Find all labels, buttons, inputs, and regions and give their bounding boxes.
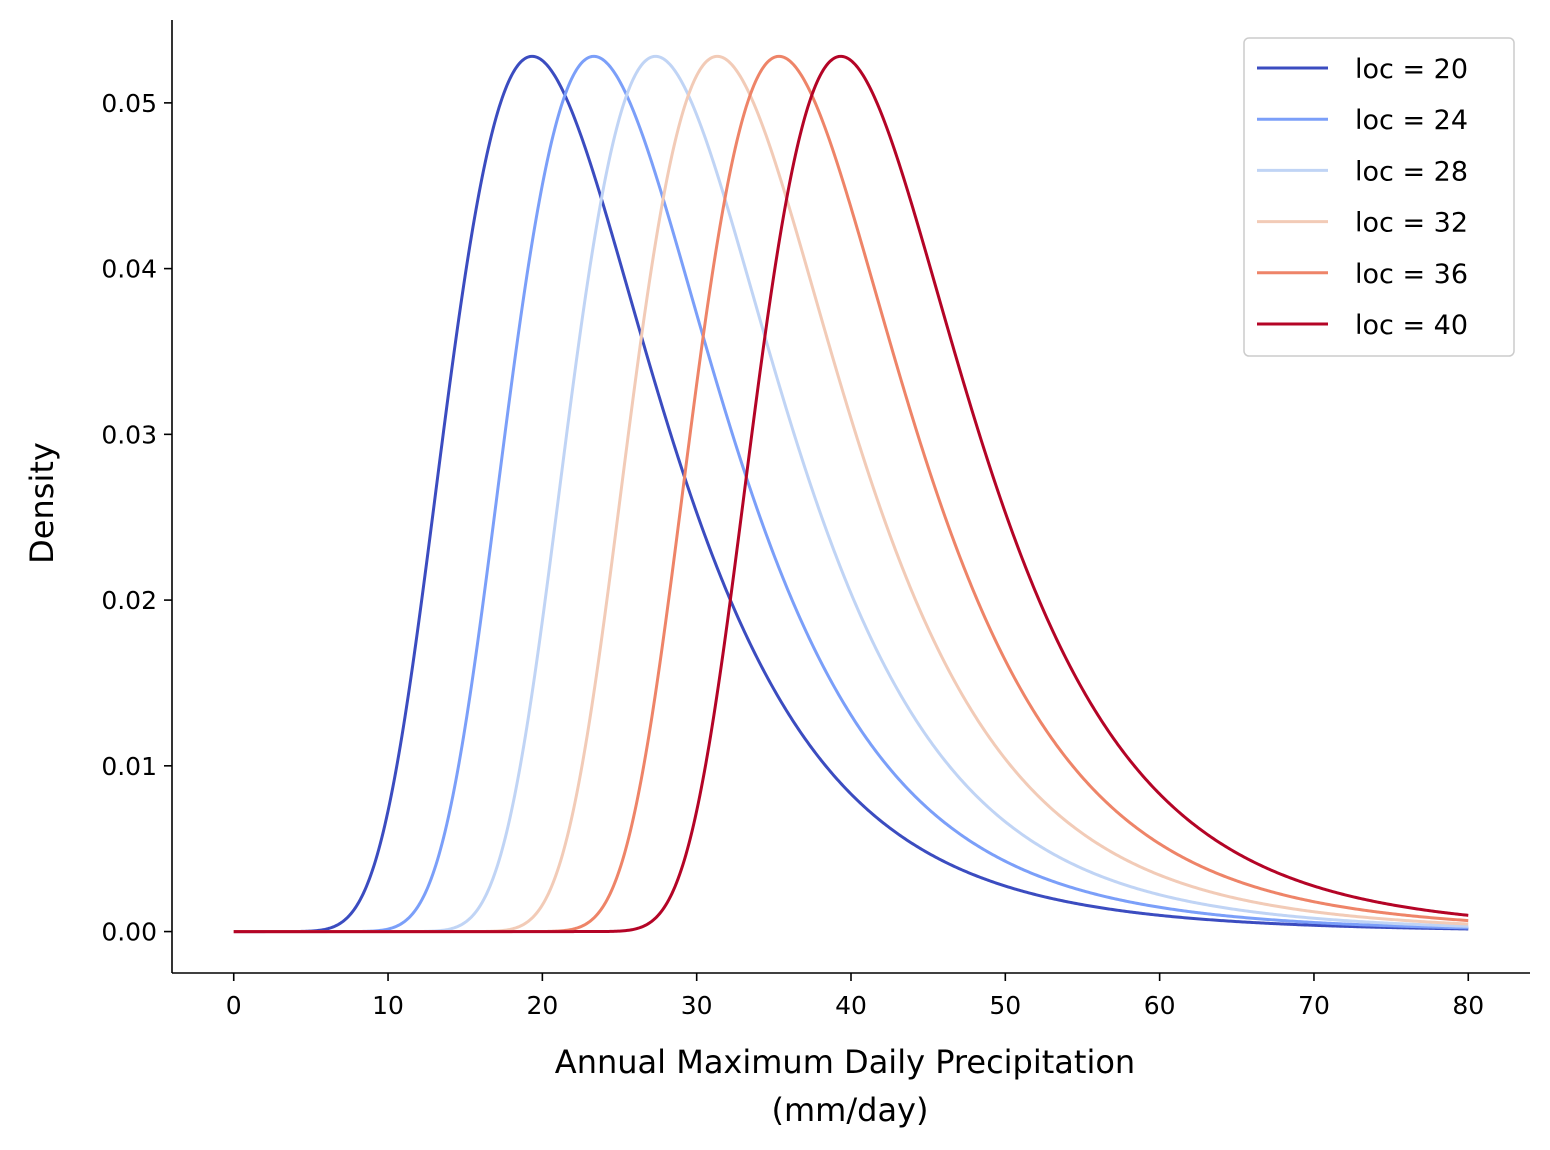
x-tick-label: 40 (835, 991, 867, 1020)
x-axis-label: Annual Maximum Daily Precipitation (555, 1043, 1135, 1081)
x-axis-ticks: 0 10 20 30 40 50 60 70 80 (226, 973, 1484, 1020)
legend-frame (1243, 37, 1515, 357)
legend-items: loc = 20 loc = 24 loc = 28 loc = 32 loc = 36… (1257, 54, 1468, 341)
series-line-loc-40 (233, 54, 1469, 934)
legend-label-loc-24: loc = 24 (1355, 105, 1468, 136)
x-tick-label: 60 (1144, 991, 1176, 1020)
y-tick-label: 0.01 (101, 752, 157, 781)
x-axis-label-units: (mm/day) (772, 1091, 929, 1129)
x-tick-label: 80 (1452, 991, 1484, 1020)
y-tick-label: 0.04 (101, 255, 157, 284)
y-axis-label: Density (23, 442, 61, 564)
legend-label-loc-40: loc = 40 (1355, 310, 1468, 341)
x-tick-label: 50 (989, 991, 1021, 1020)
series-line-loc-24 (233, 54, 1469, 934)
x-tick-label: 70 (1298, 991, 1330, 1020)
legend: loc = 20 loc = 24 loc = 28 loc = 32 loc = 36… (1243, 37, 1515, 357)
y-tick-label: 0.02 (101, 586, 157, 615)
y-tick-label: 0.05 (101, 89, 157, 118)
x-tick-label: 20 (526, 991, 558, 1020)
x-tick-label: 0 (226, 991, 242, 1020)
legend-label-loc-28: loc = 28 (1355, 156, 1468, 187)
y-tick-label: 0.03 (101, 420, 157, 449)
y-axis-ticks: 0.00 0.01 0.02 0.03 0.04 0.05 (101, 89, 172, 947)
y-tick-label: 0.00 (101, 918, 157, 947)
legend-label-loc-32: loc = 32 (1355, 208, 1468, 239)
legend-label-loc-20: loc = 20 (1355, 54, 1468, 85)
series-line-loc-20 (233, 54, 1469, 934)
plot-area (233, 54, 1469, 934)
legend-label-loc-36: loc = 36 (1355, 259, 1468, 290)
x-tick-label: 10 (372, 991, 404, 1020)
x-tick-label: 30 (681, 991, 713, 1020)
